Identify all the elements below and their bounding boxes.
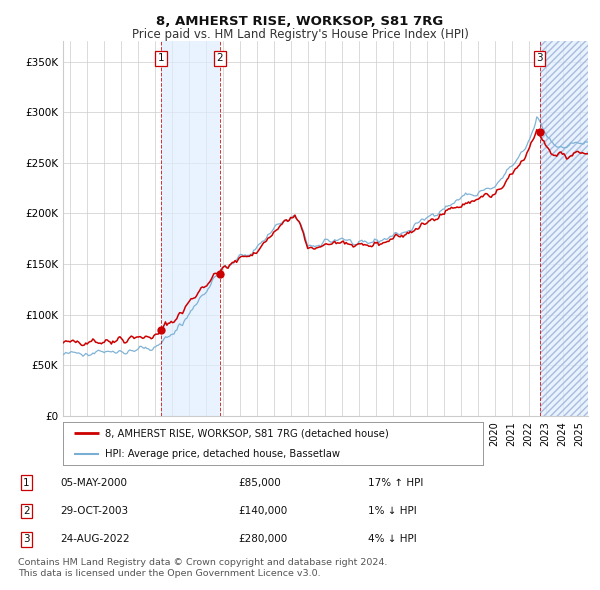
Text: 05-MAY-2000: 05-MAY-2000 (60, 478, 127, 487)
Text: 3: 3 (23, 535, 30, 544)
Text: 4% ↓ HPI: 4% ↓ HPI (368, 535, 416, 544)
Text: 2: 2 (23, 506, 30, 516)
Text: 3: 3 (536, 53, 543, 63)
Text: £85,000: £85,000 (238, 478, 281, 487)
Bar (161, 41, 220, 416)
Text: Price paid vs. HM Land Registry's House Price Index (HPI): Price paid vs. HM Land Registry's House … (131, 28, 469, 41)
Text: 2: 2 (217, 53, 223, 63)
Bar (539, 41, 588, 416)
Bar (539, 41, 588, 416)
Text: 29-OCT-2003: 29-OCT-2003 (60, 506, 128, 516)
Text: Contains HM Land Registry data © Crown copyright and database right 2024.
This d: Contains HM Land Registry data © Crown c… (18, 558, 388, 578)
Text: 8, AMHERST RISE, WORKSOP, S81 7RG: 8, AMHERST RISE, WORKSOP, S81 7RG (157, 15, 443, 28)
Text: 1% ↓ HPI: 1% ↓ HPI (368, 506, 416, 516)
Text: 24-AUG-2022: 24-AUG-2022 (60, 535, 130, 544)
Text: £140,000: £140,000 (238, 506, 287, 516)
Text: HPI: Average price, detached house, Bassetlaw: HPI: Average price, detached house, Bass… (105, 449, 340, 459)
Text: £280,000: £280,000 (238, 535, 287, 544)
Text: 8, AMHERST RISE, WORKSOP, S81 7RG (detached house): 8, AMHERST RISE, WORKSOP, S81 7RG (detac… (105, 428, 389, 438)
Text: 17% ↑ HPI: 17% ↑ HPI (368, 478, 423, 487)
Text: 1: 1 (23, 478, 30, 487)
Text: 1: 1 (157, 53, 164, 63)
